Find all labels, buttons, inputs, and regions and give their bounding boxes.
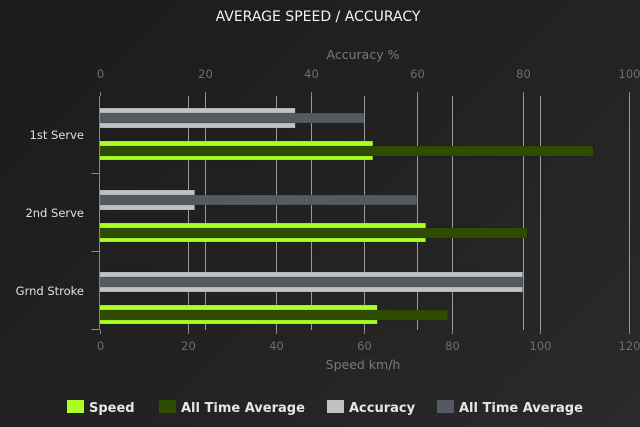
- speed-average-bar[interactable]: [99, 309, 449, 321]
- bottom-tick-label: 20: [181, 339, 196, 353]
- legend-label: All Time Average: [459, 401, 583, 416]
- legend-swatch: [67, 400, 84, 413]
- top-tick-label: 100: [619, 67, 640, 81]
- category-label: 2nd Serve: [25, 206, 84, 220]
- bottom-tick-label: 60: [357, 339, 372, 353]
- legend-label: Accuracy: [349, 401, 416, 416]
- bottom-tick-label: 80: [445, 339, 460, 353]
- top-tick-label: 40: [304, 67, 319, 81]
- top-tick-label: 80: [516, 67, 531, 81]
- bottom-tick-label: 40: [269, 339, 284, 353]
- legend-item[interactable]: All Time Average: [437, 400, 583, 416]
- bottom-tick-label: 100: [530, 339, 552, 353]
- bottom-tick-label: 0: [97, 339, 104, 353]
- bottom-axis-label: Speed km/h: [326, 357, 401, 372]
- bottom-tick-label: 120: [619, 339, 640, 353]
- category-label: Grnd Stroke: [16, 284, 84, 298]
- chart-title: AVERAGE SPEED / ACCURACY: [216, 9, 421, 25]
- legend-item[interactable]: Accuracy: [327, 400, 416, 416]
- legend-label: Speed: [89, 401, 135, 416]
- legend-item[interactable]: All Time Average: [159, 400, 305, 416]
- top-tick-label: 0: [97, 67, 104, 81]
- accuracy-average-bar[interactable]: [99, 194, 418, 206]
- legend-swatch: [437, 400, 454, 413]
- category-label: 1st Serve: [30, 128, 84, 142]
- top-tick-label: 20: [198, 67, 213, 81]
- legend-item[interactable]: Speed: [67, 400, 135, 416]
- top-axis-label: Accuracy %: [327, 47, 400, 62]
- accuracy-average-bar[interactable]: [99, 112, 365, 124]
- speed-average-bar[interactable]: [99, 227, 528, 239]
- legend-swatch: [327, 400, 344, 413]
- accuracy-average-bar[interactable]: [99, 276, 523, 288]
- legend-swatch: [159, 400, 176, 413]
- speed-average-bar[interactable]: [99, 145, 594, 157]
- top-tick-label: 60: [410, 67, 425, 81]
- legend-label: All Time Average: [181, 401, 305, 416]
